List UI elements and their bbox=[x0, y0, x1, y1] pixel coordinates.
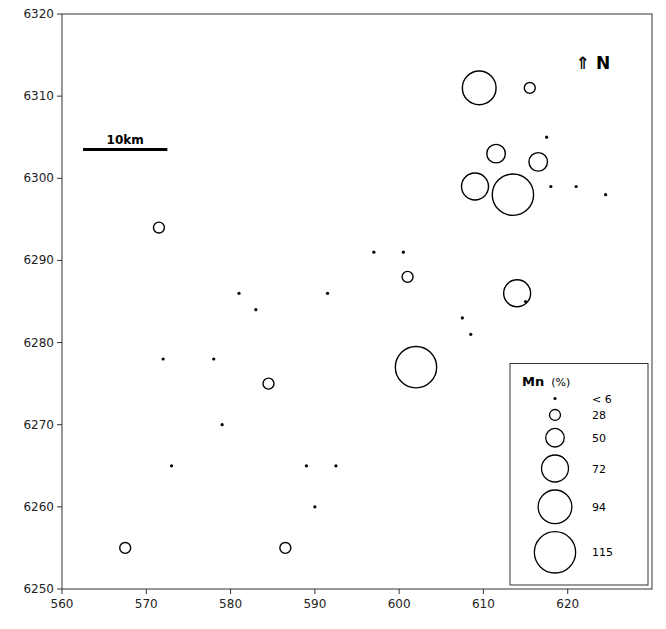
y-tick bbox=[57, 260, 62, 261]
point bbox=[254, 308, 257, 311]
legend-label: 115 bbox=[592, 546, 613, 559]
legend-label: 72 bbox=[592, 463, 606, 476]
y-tick-label: 6260 bbox=[23, 500, 54, 514]
y-tick bbox=[57, 589, 62, 590]
y-tick bbox=[57, 342, 62, 343]
legend-title-unit: (%) bbox=[544, 376, 570, 389]
point bbox=[153, 222, 164, 233]
point bbox=[280, 542, 291, 553]
y-tick bbox=[57, 178, 62, 179]
point bbox=[549, 185, 552, 188]
legend-label: 50 bbox=[592, 432, 606, 445]
legend-symbol bbox=[538, 490, 572, 524]
point bbox=[524, 300, 527, 303]
plot-frame bbox=[62, 14, 652, 589]
x-tick bbox=[146, 589, 147, 594]
y-tick bbox=[57, 424, 62, 425]
legend-title-main: Mn bbox=[522, 374, 544, 389]
x-tick-label: 560 bbox=[51, 597, 74, 611]
point bbox=[170, 464, 173, 467]
point bbox=[263, 378, 274, 389]
y-tick-label: 6250 bbox=[23, 582, 54, 596]
x-tick bbox=[230, 589, 231, 594]
y-tick-label: 6300 bbox=[23, 171, 54, 185]
north-arrow: ⇑ N bbox=[576, 53, 610, 73]
x-tick-label: 600 bbox=[388, 597, 411, 611]
y-tick-label: 6290 bbox=[23, 253, 54, 267]
point bbox=[504, 280, 531, 307]
point bbox=[524, 82, 535, 93]
legend-symbol bbox=[534, 532, 575, 573]
scalebar-label: 10km bbox=[107, 133, 144, 147]
y-tick bbox=[57, 506, 62, 507]
y-tick bbox=[57, 96, 62, 97]
x-tick-label: 610 bbox=[472, 597, 495, 611]
point bbox=[395, 347, 436, 388]
point bbox=[372, 251, 375, 254]
point bbox=[212, 357, 215, 360]
point bbox=[402, 271, 413, 282]
y-tick-label: 6270 bbox=[23, 418, 54, 432]
point bbox=[305, 464, 308, 467]
scalebar bbox=[83, 148, 167, 151]
point bbox=[334, 464, 337, 467]
x-tick bbox=[62, 589, 63, 594]
point bbox=[529, 153, 548, 172]
point bbox=[120, 542, 131, 553]
y-tick bbox=[57, 14, 62, 15]
y-tick-label: 6320 bbox=[23, 7, 54, 21]
x-tick bbox=[483, 589, 484, 594]
x-tick-label: 620 bbox=[556, 597, 579, 611]
point bbox=[487, 144, 506, 163]
point bbox=[462, 173, 489, 200]
legend-symbol bbox=[550, 410, 561, 421]
point bbox=[326, 292, 329, 295]
y-tick-label: 6310 bbox=[23, 89, 54, 103]
point bbox=[492, 174, 533, 215]
point bbox=[313, 505, 316, 508]
scalebar-group bbox=[83, 149, 167, 150]
point bbox=[237, 292, 240, 295]
chart: 560 570 580 590 600 610 620 6250 6260 6270 6280 629… bbox=[0, 0, 666, 629]
point bbox=[221, 423, 224, 426]
y-tick-label: 6280 bbox=[23, 336, 54, 350]
legend-title: Mn (%) bbox=[522, 374, 570, 389]
legend-symbol bbox=[546, 428, 565, 447]
point bbox=[162, 357, 165, 360]
point bbox=[462, 71, 496, 105]
point bbox=[575, 185, 578, 188]
x-tick bbox=[314, 589, 315, 594]
x-tick-label: 590 bbox=[303, 597, 326, 611]
legend-label: 94 bbox=[592, 501, 606, 514]
point bbox=[469, 333, 472, 336]
point bbox=[545, 136, 548, 139]
legend-label: < 6 bbox=[592, 393, 612, 406]
x-tick bbox=[399, 589, 400, 594]
x-tick bbox=[567, 589, 568, 594]
legend-box bbox=[510, 364, 648, 585]
point bbox=[402, 251, 405, 254]
legend-symbol bbox=[542, 455, 569, 482]
x-tick-label: 570 bbox=[135, 597, 158, 611]
point bbox=[604, 193, 607, 196]
legend: Mn (%) < 6 28 50 72 94 115 bbox=[510, 364, 648, 585]
legend-label: 28 bbox=[592, 409, 606, 422]
point bbox=[461, 316, 464, 319]
legend-symbol bbox=[553, 397, 556, 400]
x-tick-label: 580 bbox=[219, 597, 242, 611]
